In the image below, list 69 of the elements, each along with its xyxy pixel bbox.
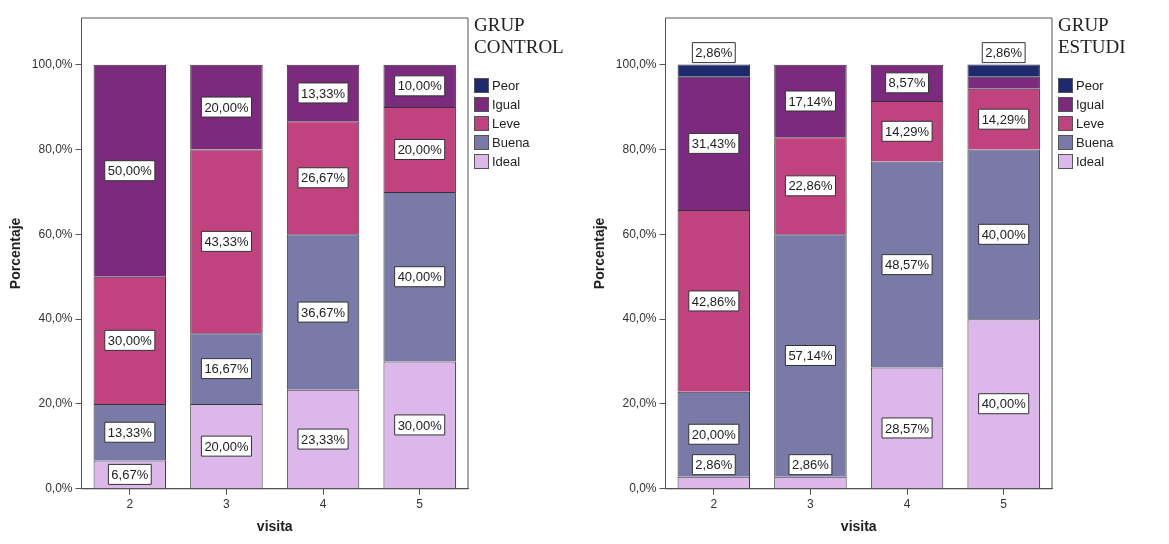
y-axis-title: Porcentaje [591,217,608,290]
data-label: 20,00% [204,99,249,115]
legend-title: GRUP ESTUDI [1058,14,1127,58]
data-label: 20,00% [204,438,249,454]
data-label: 13,33% [107,424,153,440]
y-tick-label: 100,0% [615,56,657,71]
data-label: 26,67% [301,170,346,186]
data-label: 30,00% [397,417,443,433]
data-label: 14,29% [981,111,1027,127]
legend-label: Peor [1076,78,1104,93]
data-label: 20,00% [691,426,737,442]
y-tick-label: 20,0% [622,396,657,411]
x-tick-label: 3 [223,497,231,512]
legend-label: Ideal [1076,154,1105,169]
y-tick-label: 20,0% [38,396,73,411]
x-axis-title: visita [256,518,293,535]
data-label: 36,67% [301,304,346,320]
legend-label: Buena [492,135,530,150]
y-tick-label: 80,0% [622,141,657,156]
data-label: 14,29% [885,123,930,139]
y-tick-label: 40,0% [622,311,657,326]
data-label: 40,00% [397,269,443,285]
legend-label: Leve [1076,116,1105,131]
data-label: 42,86% [691,293,737,309]
y-axis-title: Porcentaje [7,217,24,290]
x-tick-label: 5 [1000,497,1008,512]
data-label: 31,43% [691,135,737,151]
data-label: 48,57% [885,257,930,273]
y-tick-label: 0,0% [45,481,73,496]
y-tick-label: 100,0% [31,56,73,71]
legend-label: Buena [1076,135,1114,150]
data-label: 8,57% [888,75,926,91]
data-label: 20,00% [397,142,443,158]
x-axis-title: visita [840,518,877,535]
data-label: 28,57% [885,420,930,436]
data-label: 10,00% [397,78,443,94]
data-label: 30,00% [107,332,153,348]
data-label: 16,67% [204,361,249,377]
legend-label: Leve [492,116,521,131]
x-tick-label: 4 [903,497,911,512]
data-label: 43,33% [204,233,249,249]
y-tick-label: 80,0% [38,141,73,156]
data-label: 57,14% [788,348,833,364]
x-tick-label: 2 [710,497,718,512]
data-label: 17,14% [788,93,833,109]
data-label: 2,86% [695,457,733,473]
data-label: 22,86% [788,178,833,194]
legend-title: GRUP CONTROL [474,14,565,58]
y-tick-label: 40,0% [38,311,73,326]
data-label: 13,33% [301,85,346,101]
data-label: 23,33% [301,431,346,447]
data-label: 40,00% [981,396,1027,412]
legend-label: Peor [492,78,520,93]
legend-label: Igual [492,97,521,112]
legend-label: Ideal [492,154,521,169]
x-tick-label: 2 [126,497,134,512]
data-label: 2,86% [985,45,1023,61]
data-label: 50,00% [107,163,153,179]
data-label: 2,86% [792,457,830,473]
data-label: 2,86% [695,45,733,61]
y-tick-label: 0,0% [629,481,657,496]
data-label: 40,00% [981,226,1027,242]
x-tick-label: 3 [807,497,815,512]
y-tick-label: 60,0% [622,226,657,241]
y-tick-label: 60,0% [38,226,73,241]
legend-label: Igual [1076,97,1105,112]
x-tick-label: 4 [319,497,327,512]
data-label: 6,67% [111,466,149,482]
x-tick-label: 5 [416,497,424,512]
